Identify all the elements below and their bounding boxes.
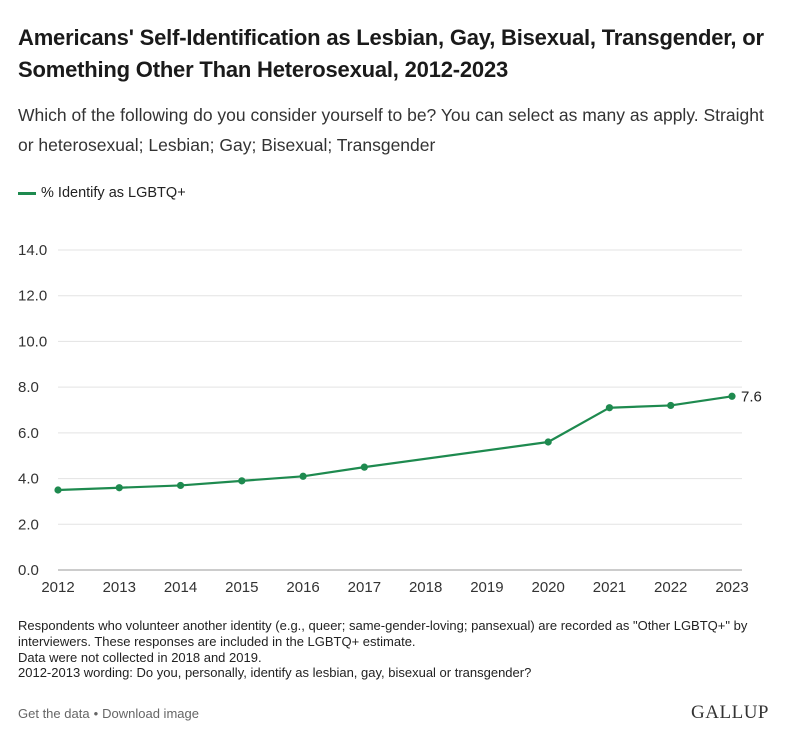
x-tick-label: 2021 xyxy=(593,579,626,596)
x-tick-label: 2015 xyxy=(225,579,258,596)
data-point xyxy=(299,472,307,480)
get-data-link[interactable]: Get the data xyxy=(18,706,90,721)
chart-notes: Respondents who volunteer another identi… xyxy=(18,618,778,681)
legend: % Identify as LGBTQ+ xyxy=(18,185,186,201)
y-tick-label: 0.0 xyxy=(18,562,39,579)
note-missing-years: Data were not collected in 2018 and 2019… xyxy=(18,649,262,665)
chart-title: Americans' Self-Identification as Lesbia… xyxy=(18,25,764,82)
footer-separator: • xyxy=(93,706,99,721)
x-tick-label: 2016 xyxy=(286,579,319,596)
data-point xyxy=(238,477,246,485)
y-tick-label: 2.0 xyxy=(18,516,39,533)
chart-footer: Get the data • Download image xyxy=(18,706,199,721)
data-label: 7.6 xyxy=(741,388,762,405)
x-tick-label: 2017 xyxy=(348,579,381,596)
y-tick-label: 14.0 xyxy=(18,242,47,259)
data-point xyxy=(360,463,368,471)
data-point xyxy=(544,438,552,446)
data-point xyxy=(115,484,123,492)
legend-label: % Identify as LGBTQ+ xyxy=(41,185,186,201)
data-point xyxy=(667,401,675,410)
y-tick-label: 10.0 xyxy=(18,333,47,350)
note-wording: 2012-2013 wording: Do you, personally, i… xyxy=(18,665,532,681)
y-tick-label: 6.0 xyxy=(18,425,39,442)
x-tick-label: 2019 xyxy=(470,579,503,596)
x-tick-label: 2022 xyxy=(654,579,687,596)
x-tick-label: 2018 xyxy=(409,579,442,596)
data-point xyxy=(54,486,62,494)
note-other-identity: Respondents who volunteer another identi… xyxy=(18,618,748,649)
legend-swatch xyxy=(18,191,36,195)
x-tick-label: 2013 xyxy=(103,579,136,596)
x-tick-label: 2014 xyxy=(164,579,197,596)
data-point xyxy=(605,404,614,412)
y-tick-label: 12.0 xyxy=(18,288,47,305)
y-tick-label: 8.0 xyxy=(18,379,39,396)
data-point xyxy=(728,392,736,400)
chart-subtitle: Which of the following do you consider y… xyxy=(18,105,764,155)
y-tick-label: 4.0 xyxy=(18,471,39,488)
series-line xyxy=(57,395,733,492)
x-tick-label: 2020 xyxy=(531,579,564,596)
data-point xyxy=(176,481,185,490)
line-chart: 0.0 2.0 4.0 6.0 8.0 10.0 12.0 14.0 2012 2013 2014 2… xyxy=(18,242,762,596)
x-tick-label: 2023 xyxy=(715,579,748,596)
download-image-link[interactable]: Download image xyxy=(102,706,199,721)
gallup-logo: GALLUP xyxy=(691,702,769,723)
x-tick-label: 2012 xyxy=(41,579,74,596)
